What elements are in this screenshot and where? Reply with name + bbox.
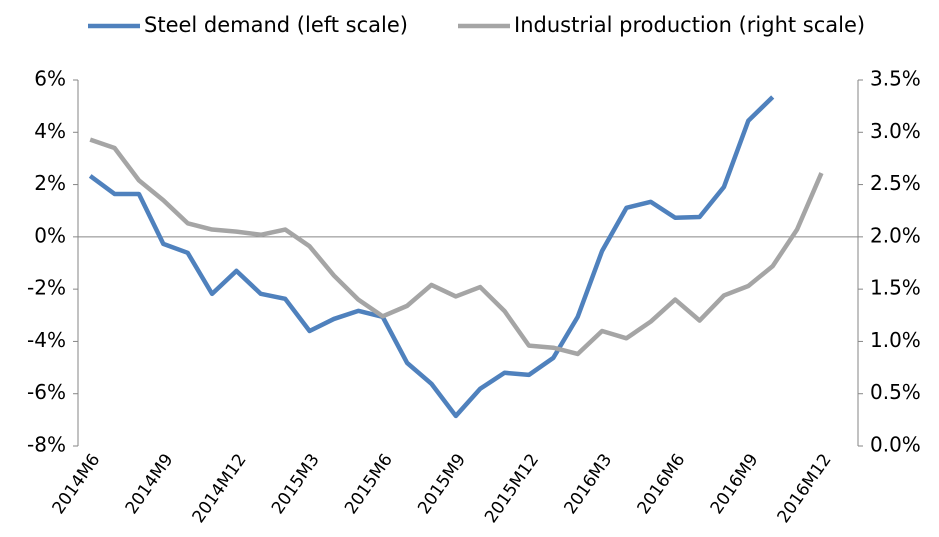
- y2-tick-label: 3.5%: [870, 67, 921, 91]
- x-tick-label: 2016M12: [774, 450, 836, 527]
- y-tick-label: 2%: [34, 171, 66, 195]
- x-tick-label: 2016M3: [560, 450, 616, 518]
- y2-tick-label: 2.5%: [870, 171, 921, 195]
- y2-tick-label: 3.0%: [870, 119, 921, 143]
- legend-label: Steel demand (left scale): [144, 13, 408, 37]
- series-line: [88, 95, 775, 419]
- x-tick-label: 2015M9: [414, 450, 470, 518]
- series-line: [89, 137, 824, 357]
- x-tick-label: 2014M6: [49, 450, 105, 518]
- y2-tick-label: 0.0%: [870, 433, 921, 457]
- y-tick-label: -8%: [27, 433, 66, 457]
- x-tick-label: 2015M12: [481, 450, 543, 527]
- x-tick-label: 2014M9: [122, 450, 178, 518]
- x-tick-label: 2015M3: [268, 450, 324, 518]
- y2-tick-label: 1.0%: [870, 328, 921, 352]
- x-tick-label: 2014M12: [189, 450, 251, 527]
- legend-label: Industrial production (right scale): [514, 13, 865, 37]
- y2-tick-label: 1.5%: [870, 276, 921, 300]
- y2-tick-label: 0.5%: [870, 380, 921, 404]
- y-tick-label: -4%: [27, 328, 66, 352]
- y2-tick-label: 2.0%: [870, 223, 921, 247]
- x-tick-label: 2015M6: [341, 450, 397, 518]
- y-tick-label: -2%: [27, 276, 66, 300]
- x-tick-label: 2016M9: [707, 450, 763, 518]
- y-tick-label: -6%: [27, 380, 66, 404]
- y-tick-label: 0%: [34, 223, 66, 247]
- x-tick-label: 2016M6: [634, 450, 690, 518]
- y-tick-label: 6%: [34, 67, 66, 91]
- y-tick-label: 4%: [34, 119, 66, 143]
